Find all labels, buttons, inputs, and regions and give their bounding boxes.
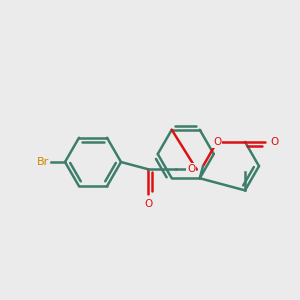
Text: O: O (271, 137, 279, 147)
Text: Br: Br (37, 157, 49, 167)
Text: O: O (187, 164, 196, 174)
Text: O: O (144, 200, 152, 209)
Text: O: O (213, 137, 221, 147)
